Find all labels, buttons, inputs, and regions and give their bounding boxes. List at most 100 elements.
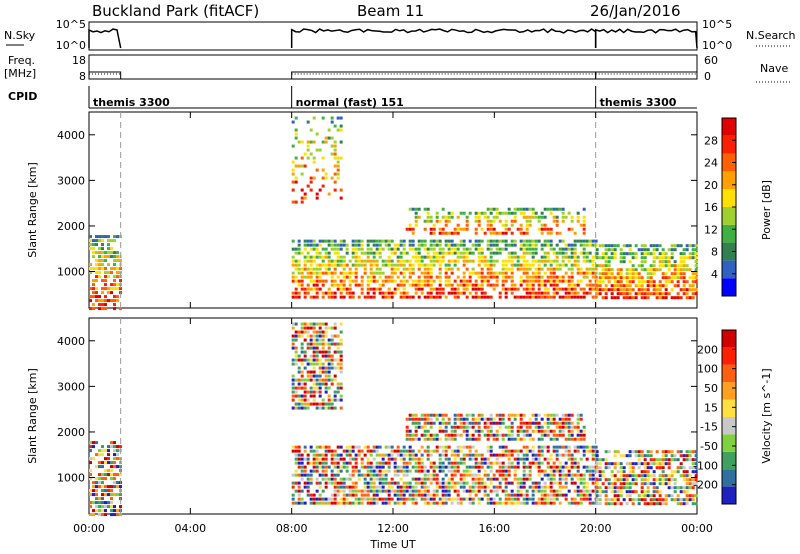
heatmap-cell (294, 279, 298, 283)
heatmap-cell (333, 390, 337, 394)
heatmap-cell (429, 259, 433, 263)
heatmap-cell (110, 291, 113, 295)
beam-title: Beam 11 (357, 2, 424, 20)
heatmap-cell (489, 247, 493, 251)
heatmap-cell (459, 417, 463, 421)
heatmap-cell (312, 239, 316, 243)
heatmap-cell (336, 481, 340, 485)
heatmap-cell (504, 243, 508, 247)
heatmap-cell (613, 280, 617, 284)
heatmap-cell (348, 489, 352, 493)
heatmap-cell (691, 462, 695, 466)
heatmap-cell (582, 425, 586, 429)
heatmap-cell (309, 176, 313, 180)
heatmap-cell (345, 485, 349, 489)
heatmap-cell (456, 425, 460, 429)
heatmap-cell (294, 287, 298, 291)
heatmap-cell (622, 470, 626, 474)
heatmap-cell (540, 449, 544, 453)
heatmap-cell (396, 501, 400, 505)
heatmap-cell (664, 450, 668, 454)
heatmap-cell (588, 445, 592, 449)
heatmap-cell (616, 470, 620, 474)
heatmap-cell (555, 449, 559, 453)
heatmap-cell (107, 271, 110, 275)
heatmap-cell (327, 259, 331, 263)
heatmap-cell (444, 437, 448, 441)
heatmap-cell (318, 326, 322, 330)
heatmap-cell (591, 263, 595, 267)
heatmap-cell (113, 441, 116, 445)
heatmap-cell (543, 223, 547, 227)
heatmap-cell (303, 485, 307, 489)
heatmap-cell (622, 252, 626, 256)
heatmap-cell (522, 211, 526, 215)
heatmap-cell (429, 453, 433, 457)
heatmap-cell (450, 211, 454, 215)
heatmap-cell (682, 486, 686, 490)
heatmap-cell (372, 465, 376, 469)
heatmap-cell (570, 267, 574, 271)
heatmap-cell (95, 287, 98, 291)
heatmap-cell (613, 498, 617, 502)
heatmap-cell (309, 267, 313, 271)
heatmap-cell (480, 457, 484, 461)
heatmap-cell (504, 259, 508, 263)
heatmap-cell (92, 509, 95, 513)
heatmap-cell (465, 259, 469, 263)
heatmap-cell (598, 292, 602, 296)
heatmap-cell (480, 497, 484, 501)
heatmap-cell (366, 469, 370, 473)
heatmap-cell (101, 251, 104, 255)
heatmap-cell (375, 469, 379, 473)
heatmap-cell (594, 445, 598, 449)
heatmap-cell (468, 469, 472, 473)
heatmap-cell (453, 497, 457, 501)
heatmap-cell (468, 433, 472, 437)
heatmap-cell (646, 490, 650, 494)
heatmap-cell (333, 374, 337, 378)
heatmap-cell (474, 477, 478, 481)
heatmap-cell (312, 160, 316, 164)
heatmap-cell (435, 445, 439, 449)
heatmap-cell (384, 473, 388, 477)
heatmap-cell (95, 465, 98, 469)
heatmap-cell (640, 260, 644, 264)
heatmap-cell (420, 279, 424, 283)
heatmap-cell (483, 481, 487, 485)
heatmap-cell (291, 160, 295, 164)
date-title: 26/Jan/2016 (590, 2, 681, 20)
heatmap-cell (438, 501, 442, 505)
heatmap-cell (321, 279, 325, 283)
heatmap-cell (561, 255, 565, 259)
heatmap-cell (420, 255, 424, 259)
heatmap-cell (318, 322, 322, 326)
heatmap-cell (582, 219, 586, 223)
heatmap-cell (405, 485, 409, 489)
heatmap-cell (306, 283, 310, 287)
heatmap-cell (585, 259, 589, 263)
yaxis-tick-label: 1000 (57, 266, 85, 279)
heatmap-cell (339, 283, 343, 287)
heatmap-cell (619, 494, 623, 498)
yaxis-tick-label: 1000 (57, 472, 85, 485)
heatmap-cell (486, 239, 490, 243)
heatmap-cell (95, 291, 98, 295)
heatmap-cell (576, 291, 580, 295)
heatmap-cell (387, 263, 391, 267)
heatmap-cell (543, 493, 547, 497)
heatmap-cell (107, 445, 110, 449)
heatmap-cell (579, 223, 583, 227)
heatmap-cell (510, 211, 514, 215)
heatmap-cell (646, 486, 650, 490)
heatmap-cell (107, 449, 110, 453)
heatmap-cell (321, 334, 325, 338)
heatmap-cell (107, 243, 110, 247)
heatmap-cell (631, 482, 635, 486)
heatmap-cell (522, 461, 526, 465)
colorbar-swatch (722, 224, 736, 243)
heatmap-cell (561, 429, 565, 433)
heatmap-cell (637, 450, 641, 454)
heatmap-cell (670, 454, 674, 458)
heatmap-cell (531, 453, 535, 457)
